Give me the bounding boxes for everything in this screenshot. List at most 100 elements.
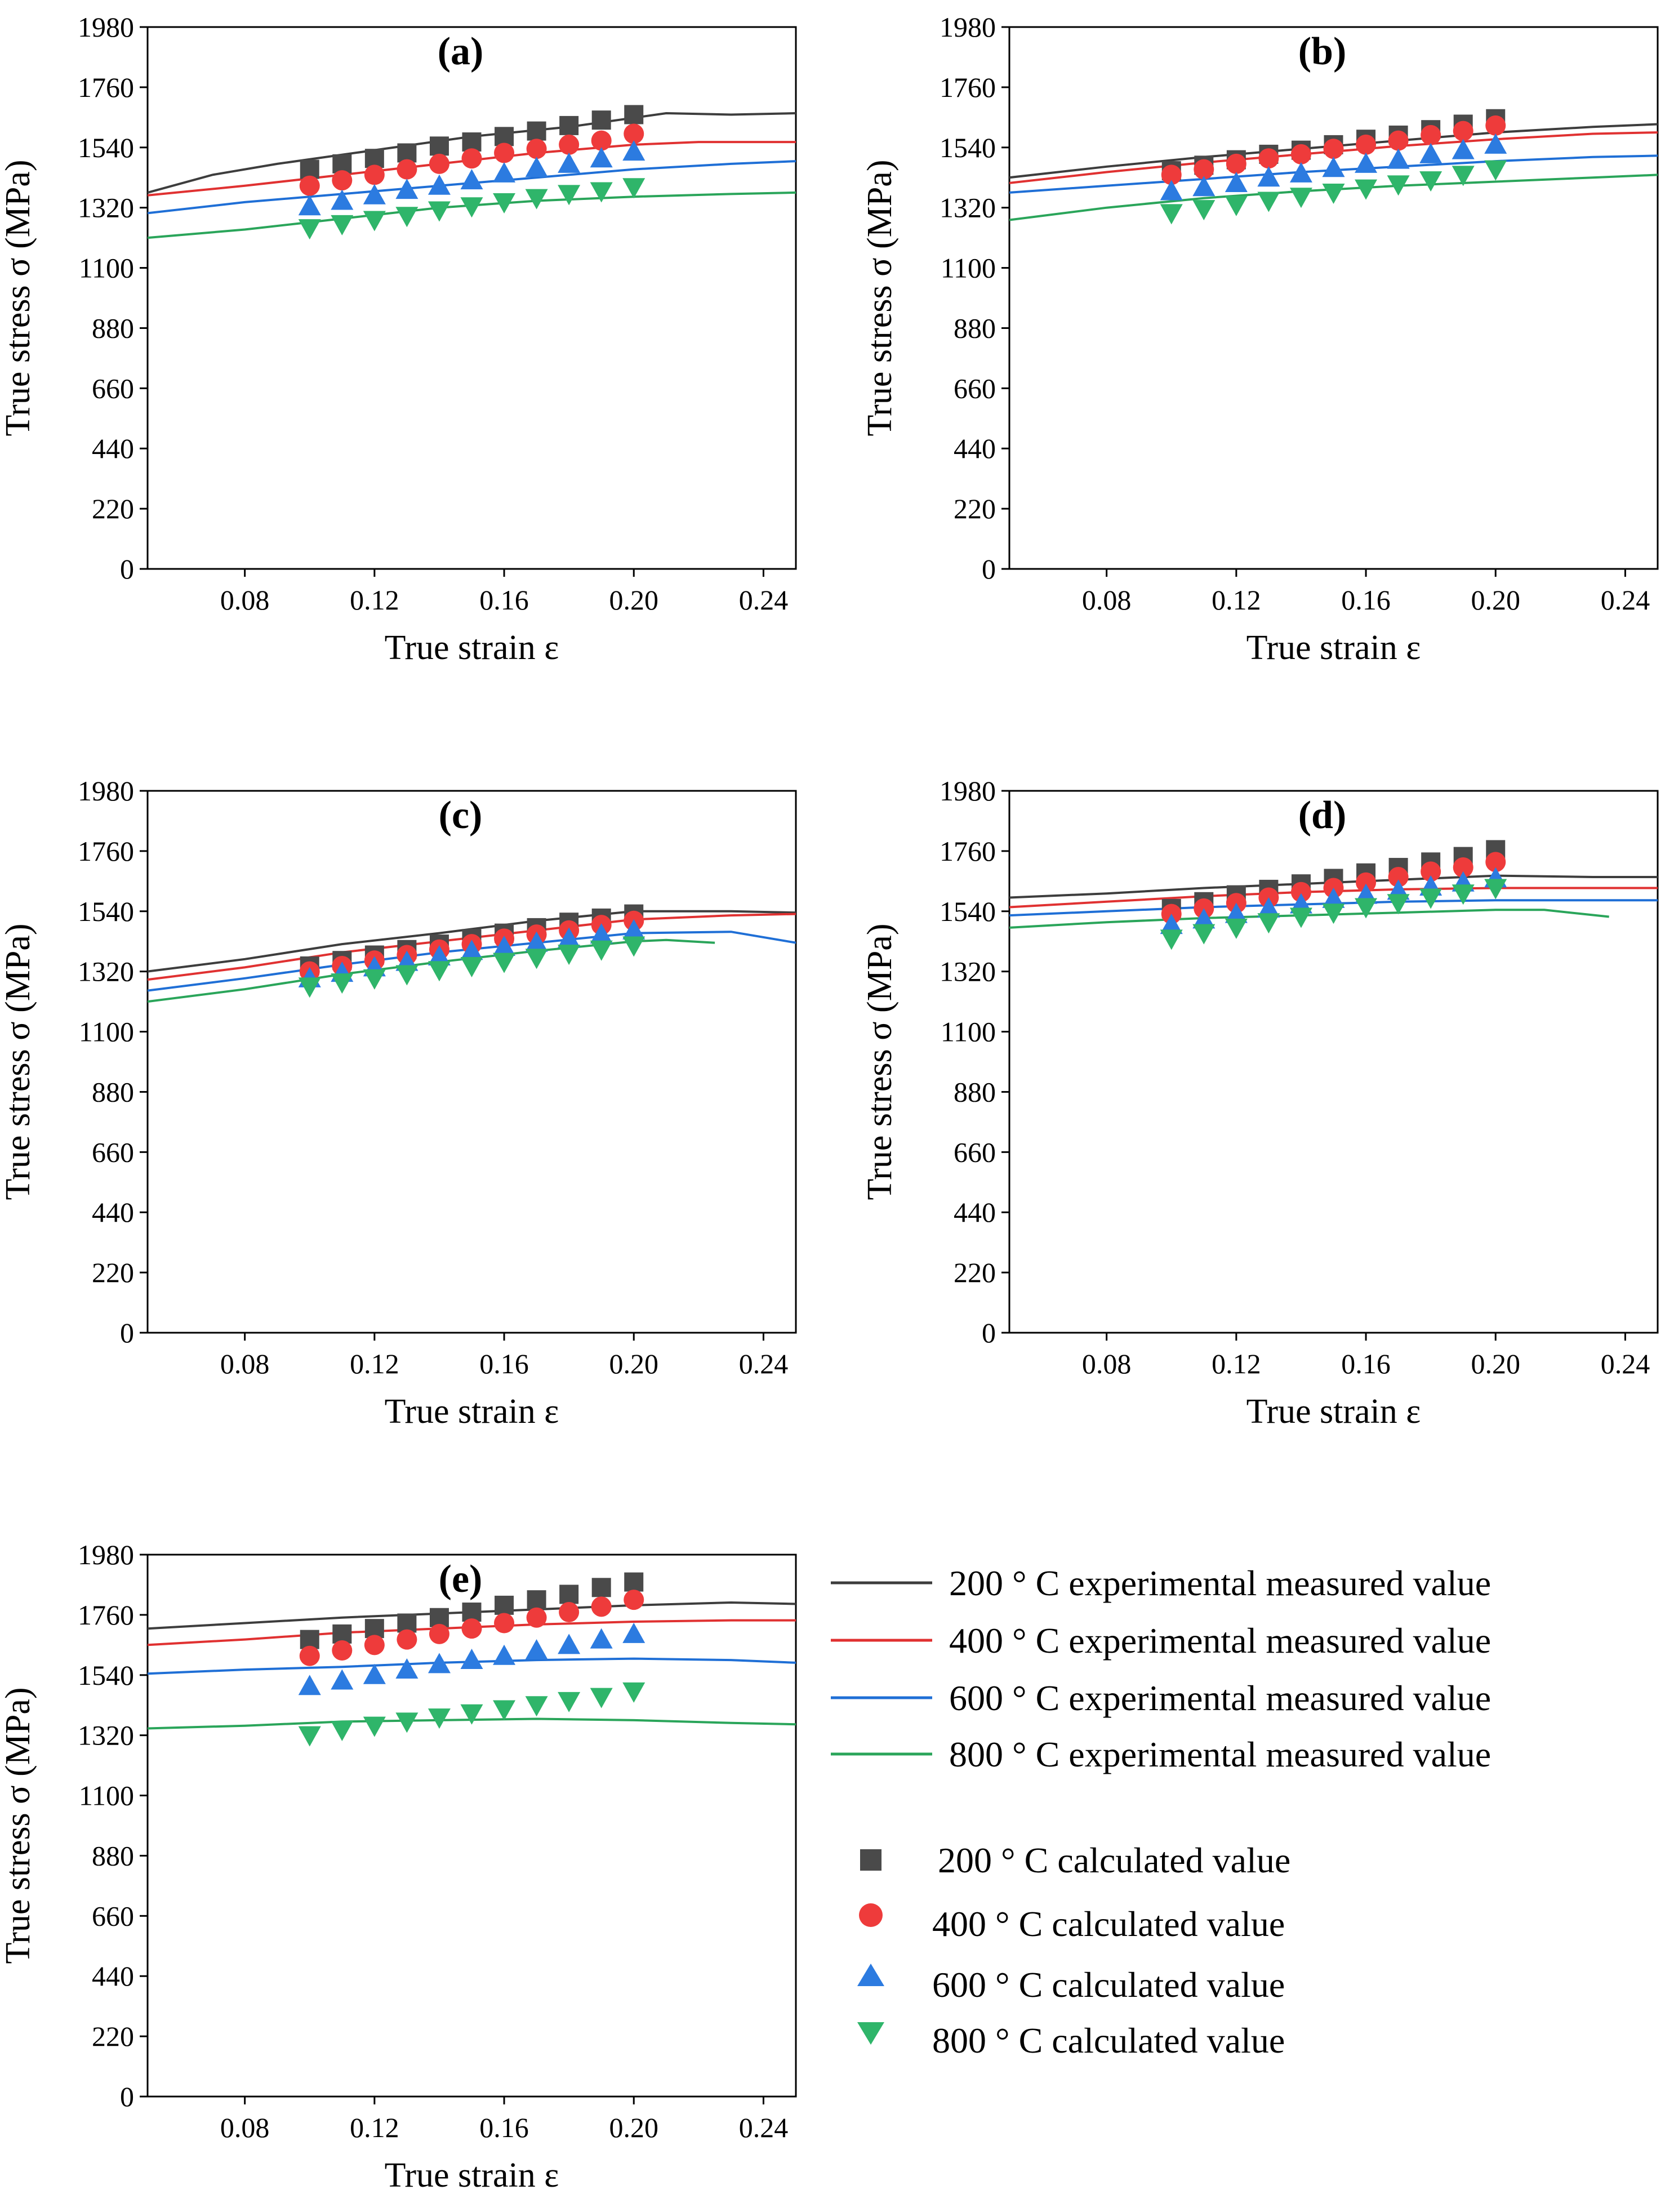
- y-tick-label: 220: [954, 1257, 996, 1288]
- data-point-400c: [429, 1623, 449, 1644]
- x-axis-title: True strain ε: [385, 1392, 559, 1431]
- y-tick-label: 1980: [940, 775, 996, 807]
- chart-panel-c: 0 220 440 660 880 1100 1320 1540 1760 1980 0.08 0.1…: [0, 775, 797, 1431]
- data-point-600c: [493, 1644, 516, 1665]
- data-point-600c: [331, 1669, 354, 1690]
- y-tick-label: 1540: [78, 896, 134, 927]
- data-point-800c: [395, 207, 418, 228]
- data-point-400c: [1388, 130, 1409, 151]
- legend-label-600-marker: 600 ° C calculated value: [932, 1965, 1285, 2005]
- data-point-400c: [494, 1613, 515, 1634]
- data-point-600c: [590, 1628, 613, 1649]
- data-point-200c: [559, 115, 579, 135]
- data-point-400c: [429, 153, 449, 174]
- y-tick-label: 1760: [78, 835, 134, 867]
- data-point-600c: [622, 140, 645, 161]
- y-tick-label: 1100: [79, 252, 134, 284]
- x-axis-title: True strain ε: [1246, 1392, 1421, 1431]
- x-tick-label: 0.12: [350, 2112, 399, 2143]
- data-point-400c: [1323, 139, 1344, 159]
- data-point-600c: [428, 945, 451, 965]
- series-line-800c: [1009, 173, 1658, 221]
- data-point-400c: [1453, 121, 1473, 141]
- data-point-800c: [1289, 907, 1312, 928]
- series-line-600c: [1009, 899, 1658, 917]
- y-tick-label: 220: [92, 493, 134, 524]
- data-point-800c: [395, 1712, 418, 1733]
- legend-entry-400-marker: 400 ° C calculated value: [859, 1903, 1285, 1944]
- panels-group: 0 220 440 660 880 1100 1320 1540 1760 1980 0.08 0.1…: [0, 11, 1659, 2195]
- data-point-400c: [299, 1645, 320, 1666]
- data-point-200c: [429, 136, 449, 156]
- data-point-800c: [1355, 179, 1378, 200]
- y-tick-label: 0: [982, 1317, 996, 1348]
- y-tick-label: 1320: [78, 956, 134, 987]
- series-line-600c: [148, 160, 796, 215]
- y-tick-label: 440: [92, 1196, 134, 1228]
- x-tick-label: 0.16: [479, 584, 529, 616]
- data-point-800c: [428, 201, 451, 222]
- x-tick-label: 0.08: [220, 2112, 270, 2143]
- data-point-400c: [526, 1607, 547, 1628]
- data-point-800c: [331, 1720, 354, 1741]
- y-axis-title: True stress σ (MPa): [0, 1688, 37, 1964]
- data-point-800c: [428, 1708, 451, 1729]
- data-point-600c: [460, 940, 483, 960]
- x-tick-label: 0.12: [1212, 584, 1261, 616]
- data-point-200c: [527, 1590, 546, 1610]
- x-tick-label: 0.12: [350, 584, 399, 616]
- series-line-400c: [148, 141, 796, 197]
- series-line-400c: [1009, 887, 1658, 909]
- x-tick-label: 0.08: [1082, 1348, 1132, 1379]
- legend-entry-800-line: 800 ° C experimental measured value: [831, 1734, 1491, 1774]
- data-point-800c: [590, 182, 613, 203]
- series-line-600c: [148, 931, 796, 992]
- data-point-800c: [493, 1700, 516, 1721]
- data-point-800c: [493, 953, 516, 973]
- data-point-800c: [460, 197, 483, 218]
- data-point-600c: [1192, 176, 1216, 197]
- y-tick-label: 0: [120, 1317, 134, 1348]
- legend-entry-400-line: 400 ° C experimental measured value: [831, 1621, 1491, 1661]
- y-tick-label: 1320: [940, 956, 996, 987]
- y-tick-label: 220: [954, 493, 996, 524]
- data-point-800c: [298, 219, 321, 240]
- data-point-800c: [395, 965, 418, 986]
- data-point-600c: [1355, 152, 1378, 173]
- data-point-200c: [591, 1578, 611, 1597]
- x-tick-label: 0.24: [739, 584, 789, 616]
- data-point-400c: [526, 139, 547, 159]
- legend-entry-600-line: 600 ° C experimental measured value: [831, 1678, 1491, 1718]
- data-point-600c: [525, 931, 548, 952]
- y-tick-label: 1100: [941, 1016, 996, 1048]
- data-point-400c: [461, 148, 482, 169]
- legend-label-200-line: 200 ° C experimental measured value: [949, 1563, 1491, 1603]
- series-line-800c: [148, 191, 796, 239]
- y-tick-label: 1320: [78, 192, 134, 224]
- data-point-800c: [590, 940, 613, 961]
- data-point-600c: [1192, 908, 1216, 929]
- data-point-800c: [1225, 918, 1248, 939]
- y-tick-label: 660: [954, 1136, 996, 1168]
- data-point-800c: [1160, 204, 1183, 225]
- x-tick-label: 0.20: [609, 1348, 659, 1379]
- data-point-600c: [1484, 133, 1507, 154]
- data-point-800c: [331, 973, 354, 994]
- y-tick-label: 440: [92, 433, 134, 464]
- x-tick-label: 0.24: [1601, 1348, 1650, 1379]
- data-point-800c: [1419, 171, 1443, 192]
- panel-label: (c): [439, 794, 483, 837]
- data-point-400c: [332, 1640, 353, 1661]
- legend: 200 ° C experimental measured value 400 …: [831, 1563, 1491, 2060]
- data-point-800c: [622, 1682, 645, 1703]
- y-tick-label: 0: [120, 2081, 134, 2112]
- x-tick-label: 0.20: [609, 584, 659, 616]
- x-tick-label: 0.24: [1601, 584, 1650, 616]
- data-point-600c: [1225, 171, 1248, 192]
- data-point-400c: [1485, 115, 1506, 136]
- x-tick-label: 0.16: [1341, 584, 1391, 616]
- data-point-400c: [1356, 872, 1377, 893]
- y-tick-label: 880: [92, 1076, 134, 1107]
- series-line-200c: [148, 1601, 796, 1630]
- legend-label-400-marker: 400 ° C calculated value: [932, 1904, 1285, 1944]
